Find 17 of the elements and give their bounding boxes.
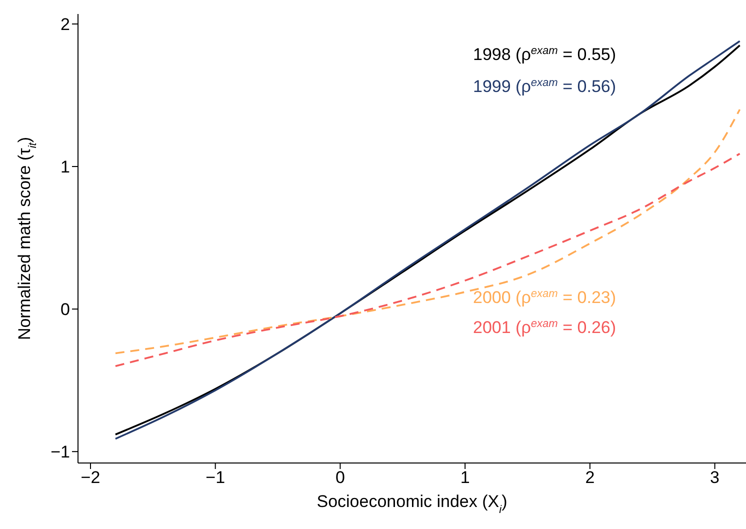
x-tick-label: 3 xyxy=(710,468,720,488)
y-tick-label: 1 xyxy=(60,158,70,177)
y-tick-label: 2 xyxy=(60,15,70,34)
line-series xyxy=(114,152,741,367)
y-tick-label: 0 xyxy=(60,300,70,320)
x-axis-title: Socioeconomic index (X$_{i}$) xyxy=(316,492,508,516)
x-tick-label: 2 xyxy=(585,468,595,488)
text: 1998 (ρ$^{exam}$ = 0.55) xyxy=(473,45,616,64)
x-tick-label: 0 xyxy=(335,468,345,488)
x-tick-label: −1 xyxy=(206,468,226,488)
y-tick-label: −1 xyxy=(50,442,70,462)
series-label: 1999 (ρ$^{exam}$ = 0.56) xyxy=(473,77,616,96)
x-tick-label: 1 xyxy=(460,468,470,488)
text: 2001 (ρ$^{exam}$ = 0.26) xyxy=(473,318,616,337)
line-series xyxy=(114,108,741,354)
series-label: 2000 (ρ$^{exam}$ = 0.23) xyxy=(473,288,616,307)
x-tick-label: −2 xyxy=(80,468,100,488)
